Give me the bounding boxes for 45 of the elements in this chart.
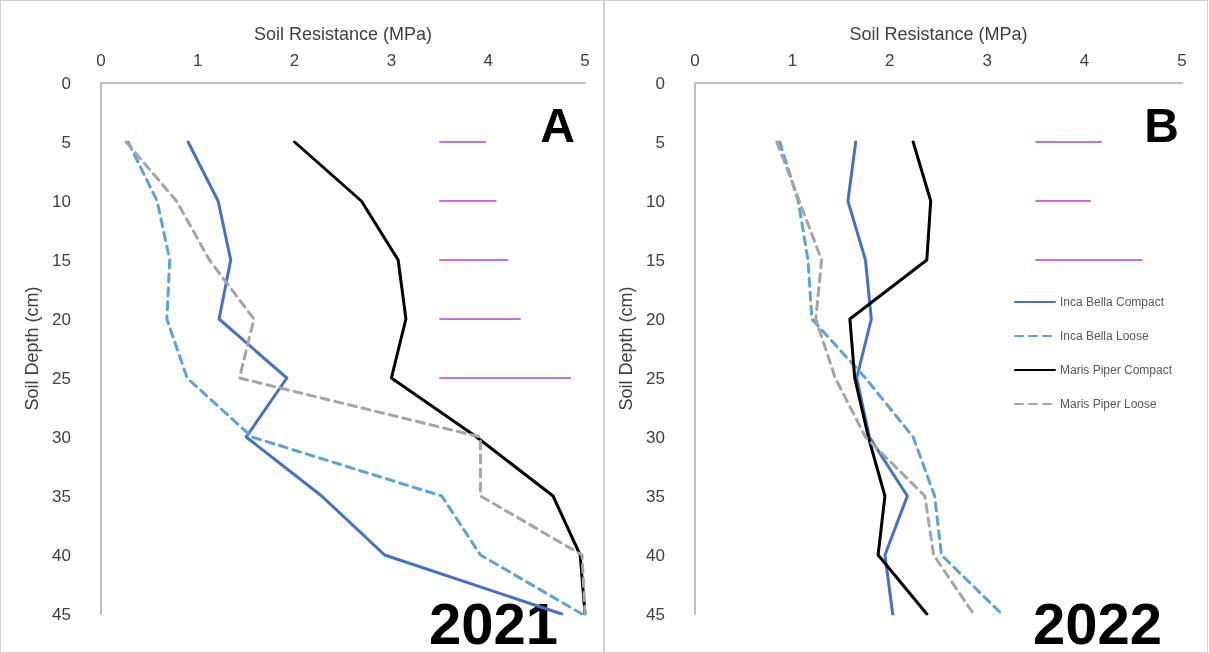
y-tick-label: 25 <box>52 368 71 388</box>
y-tick-label: 0 <box>655 73 665 93</box>
x-tick-label: 2 <box>289 51 300 70</box>
y-axis-title: Soil Depth (cm) <box>616 286 636 411</box>
y-tick-label: 15 <box>52 250 71 270</box>
x-tick-label: 4 <box>483 51 493 70</box>
x-tick-label: 0 <box>96 51 106 70</box>
legend-label: Maris Piper Compact <box>1059 363 1173 377</box>
x-tick-label: 0 <box>690 51 700 70</box>
y-tick-label: 30 <box>52 427 71 447</box>
y-tick-label: 20 <box>52 309 71 329</box>
legend-label: Maris Piper Loose <box>1059 397 1157 411</box>
x-tick-label: 3 <box>982 51 992 70</box>
x-axis-title: Soil Resistance (MPa) <box>849 24 1028 44</box>
y-tick-label: 30 <box>646 427 665 447</box>
y-tick-label: 35 <box>646 486 665 506</box>
x-tick-label: 1 <box>787 51 798 70</box>
y-tick-label: 10 <box>52 191 71 211</box>
y-axis-title: Soil Depth (cm) <box>22 286 42 411</box>
y-tick-label: 45 <box>646 604 665 624</box>
annotation: 2022 <box>1032 590 1162 653</box>
y-tick-label: 5 <box>61 132 71 152</box>
x-tick-label: 5 <box>580 51 590 70</box>
line-series <box>848 140 933 616</box>
y-tick-label: 5 <box>655 132 665 152</box>
x-tick-label: 5 <box>1177 51 1187 70</box>
annotation: A <box>540 98 576 152</box>
y-tick-label: 25 <box>646 368 665 388</box>
legend-label: Inca Bella Compact <box>1059 295 1165 309</box>
legend-label: Inca Bella Loose <box>1059 329 1150 343</box>
y-tick-label: 10 <box>646 191 665 211</box>
y-tick-label: 35 <box>52 486 71 506</box>
x-tick-label: 4 <box>1079 51 1090 70</box>
annotation: B <box>1144 98 1180 152</box>
annotation: 2021 <box>428 590 558 653</box>
y-tick-label: 20 <box>646 309 665 329</box>
x-tick-label: 3 <box>386 51 397 70</box>
y-tick-label: 40 <box>52 545 71 565</box>
x-axis-title: Soil Resistance (MPa) <box>253 24 433 44</box>
x-tick-label: 1 <box>193 51 203 70</box>
y-tick-label: 15 <box>646 250 665 270</box>
y-tick-label: 45 <box>52 604 71 624</box>
y-tick-label: 0 <box>61 73 71 93</box>
y-tick-label: 40 <box>646 545 665 565</box>
x-tick-label: 2 <box>885 51 895 70</box>
